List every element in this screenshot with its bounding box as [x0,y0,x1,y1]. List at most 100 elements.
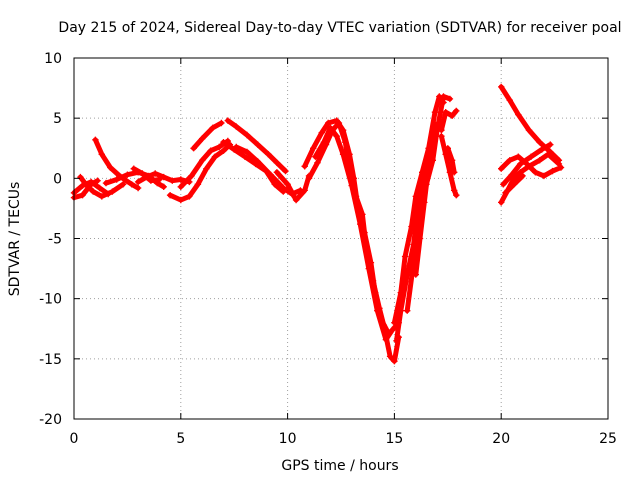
data-point [404,271,411,278]
data-point [280,184,287,192]
data-point [549,167,556,175]
data-point [83,182,90,189]
y-tick-label: -10 [39,292,62,308]
data-point [517,169,524,176]
x-tick-label: 5 [176,431,185,447]
data-point [431,109,439,116]
data-point [448,112,456,119]
data-point [199,157,206,164]
series-track [167,142,233,203]
series-track [77,174,126,199]
data-point [177,176,184,183]
data-point [335,119,343,127]
data-point [134,178,142,186]
series-track-12 [220,139,287,195]
data-point [186,193,193,200]
data-layer [70,83,565,365]
data-point [220,147,227,154]
data-point [119,181,127,188]
data-point [254,158,261,165]
data-point [143,173,150,181]
data-point [318,129,325,136]
data-point [79,192,86,199]
data-point [224,117,231,124]
data-point [203,165,210,172]
data-point [386,353,394,360]
series-track [391,94,446,326]
data-point [305,175,313,182]
data-point [412,271,419,278]
data-point [442,109,449,116]
data-point [216,143,223,151]
data-point [310,145,317,152]
data-point [265,151,272,158]
data-point [451,187,458,194]
data-point [448,157,456,164]
data-point [523,160,530,168]
data-point [113,176,120,183]
data-point [339,151,347,158]
data-point [301,187,308,194]
data-point [404,307,411,314]
data-point [333,133,340,140]
x-tick-label: 25 [599,431,617,447]
data-point [188,172,195,180]
data-point [498,83,505,91]
series-track [438,108,459,133]
data-point [254,141,261,148]
series-track-17 [312,124,402,343]
series-track-07 [134,170,193,186]
data-point [273,169,281,176]
data-point [517,160,524,168]
data-point [233,123,240,130]
data-point [342,139,349,146]
x-tick-label: 0 [70,431,79,447]
series-track-21 [412,133,436,278]
data-point [325,119,332,127]
data-point [102,179,110,187]
series-track [178,138,231,190]
series-track-24 [444,145,458,176]
data-point [301,163,308,170]
data-point [536,139,543,146]
data-point [166,192,174,199]
series-track-28 [498,153,565,180]
data-point [267,171,274,178]
data-point [538,146,545,153]
data-point [109,188,116,195]
series-track-08 [166,141,234,204]
data-point [139,170,146,177]
data-point [438,133,445,140]
data-point [96,184,103,192]
data-point [425,163,432,170]
data-point [98,151,105,158]
data-point [124,171,131,178]
data-point [374,307,381,314]
data-point [536,157,543,164]
data-point [397,307,404,314]
data-point [429,133,436,140]
data-point [207,147,214,154]
data-point [519,172,526,180]
series-track-29 [502,172,526,196]
data-point [401,253,409,260]
data-point [160,173,167,181]
y-tick-label: -20 [39,412,62,428]
data-point [515,111,522,118]
data-point [130,165,137,172]
y-tick-label: -15 [39,352,62,368]
series-track [71,178,100,201]
data-point [128,181,135,188]
series-track-10 [190,119,225,152]
data-point [94,177,101,184]
data-point [391,358,398,365]
data-point [510,181,518,188]
data-point [292,196,300,204]
data-point [498,199,505,206]
data-point [532,169,539,176]
data-point [365,265,372,272]
data-point [243,148,251,156]
data-point [199,135,206,142]
data-point [284,181,291,188]
data-point [282,167,289,175]
